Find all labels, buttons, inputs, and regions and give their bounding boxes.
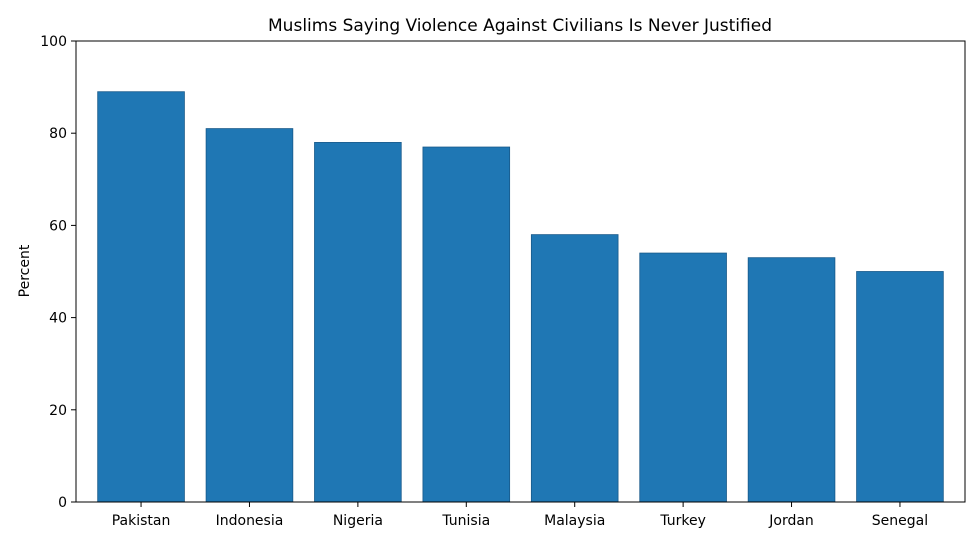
y-axis-label: Percent <box>17 244 33 297</box>
bar-senegal <box>856 271 944 503</box>
x-tick-label-indonesia: Indonesia <box>216 513 284 529</box>
y-axis-ticks: 0 20 40 60 80 100 <box>40 34 76 511</box>
y-tick-label-0: 0 <box>58 495 67 511</box>
x-axis-ticks: Pakistan Indonesia Nigeria Tunisia Malaysia T… <box>112 502 928 529</box>
x-tick-label-turkey: Turkey <box>659 513 706 529</box>
x-tick-label-malaysia: Malaysia <box>544 513 605 529</box>
y-tick-label-80: 80 <box>49 126 67 142</box>
y-tick-label-100: 100 <box>40 34 67 50</box>
x-tick-label-tunisia: Tunisia <box>441 513 490 529</box>
bar-turkey <box>639 252 727 503</box>
bar-pakistan <box>97 91 185 503</box>
bar-indonesia <box>205 128 294 503</box>
bar-tunisia <box>422 146 511 503</box>
y-tick-label-40: 40 <box>49 311 67 327</box>
chart-title: Muslims Saying Violence Against Civilian… <box>268 16 772 36</box>
bar-jordan <box>747 257 836 503</box>
bar-malaysia <box>530 234 619 503</box>
bar-nigeria <box>314 142 402 503</box>
bars <box>97 91 944 503</box>
y-tick-label-20: 20 <box>49 403 67 419</box>
x-tick-label-senegal: Senegal <box>872 513 928 529</box>
x-tick-label-nigeria: Nigeria <box>333 513 383 529</box>
x-tick-label-jordan: Jordan <box>768 513 814 529</box>
plot-frame <box>75 40 966 503</box>
y-tick-label-60: 60 <box>49 218 67 234</box>
x-tick-label-pakistan: Pakistan <box>112 513 171 529</box>
